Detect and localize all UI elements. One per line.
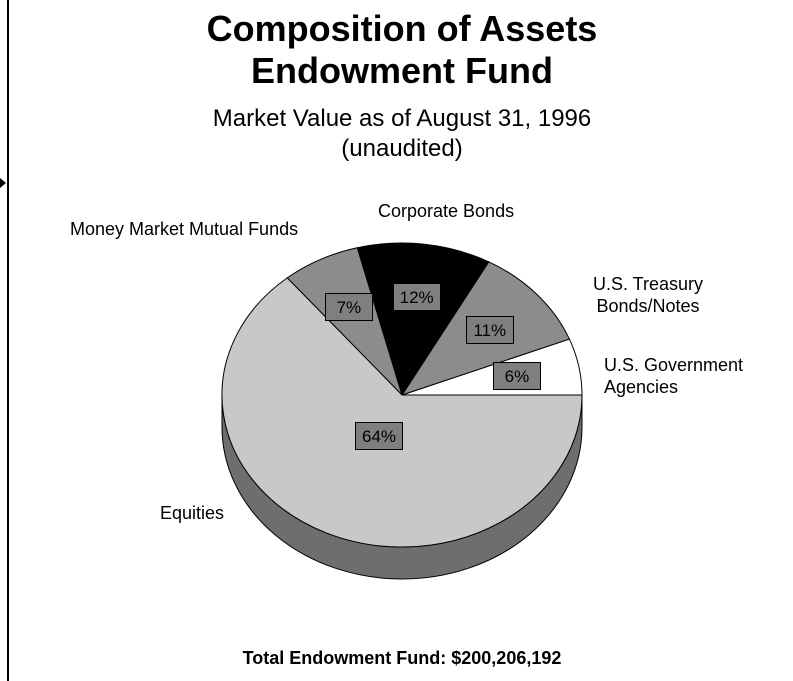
category-label: U.S. Government Agencies <box>604 355 744 397</box>
category-label: Corporate Bonds <box>378 201 515 221</box>
chart-subtitle: Market Value as of August 31, 1996 (unau… <box>212 105 592 162</box>
pie-slice <box>356 242 490 397</box>
value-label: 11% <box>465 315 514 344</box>
value-label: 12% <box>392 282 441 311</box>
footer-total: Total Endowment Fund: $200,206,192 <box>242 648 562 668</box>
value-label: 64% <box>355 422 403 451</box>
category-label: Money Market Mutual Funds <box>70 219 299 239</box>
chart-title: Composition of Assets Endowment Fund <box>206 8 598 91</box>
arrow-icon <box>0 178 6 188</box>
category-label: Equities <box>160 503 225 523</box>
pie-slice <box>221 277 583 548</box>
value-label: 7% <box>324 292 373 321</box>
category-label: U.S. Treasury Bonds/Notes <box>592 274 704 316</box>
value-label: 6% <box>492 362 541 391</box>
